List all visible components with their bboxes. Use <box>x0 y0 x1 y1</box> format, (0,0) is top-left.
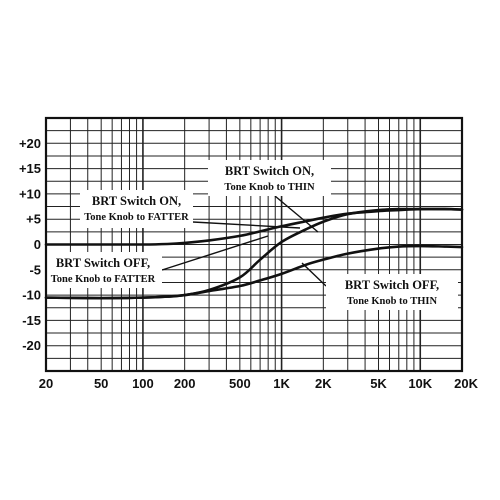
x-tick-label: 1K <box>273 376 290 391</box>
annotation-leader-2 <box>274 195 319 233</box>
x-tick-label: 100 <box>132 376 154 391</box>
plot-frame <box>44 116 464 373</box>
annotation-line1: BRT Switch ON, <box>225 164 314 178</box>
annotation-1: BRT Switch ON, Tone Knob to FATTER <box>80 190 193 228</box>
y-tick-label: -20 <box>22 338 41 353</box>
grid <box>45 117 463 372</box>
y-tick-label: +10 <box>19 186 41 201</box>
annotation-3: BRT Switch OFF, Tone Knob to FATTER <box>44 252 162 288</box>
annotation-line1: BRT Switch OFF, <box>345 278 439 292</box>
x-tick-label: 20 <box>39 376 53 391</box>
y-tick-label: +20 <box>19 136 41 151</box>
annotation-line2: Tone Knob to THIN <box>347 296 438 307</box>
y-tick-label: -5 <box>29 262 41 277</box>
annotation-line2: Tone Knob to THIN <box>224 182 315 193</box>
x-tick-label: 200 <box>174 376 196 391</box>
annotation-2: BRT Switch ON, Tone Knob to THIN <box>208 160 331 196</box>
annotation-leaders <box>161 195 327 287</box>
annotation-leader-1 <box>192 221 301 229</box>
annotation-leader-4 <box>301 262 327 287</box>
y-tick-label: -10 <box>22 288 41 303</box>
annotation-box <box>326 274 458 310</box>
x-tick-label: 500 <box>229 376 251 391</box>
annotation-box <box>80 190 193 228</box>
y-tick-labels: +20 +15 +10 +5 0 -5 -10 -15 -20 <box>19 136 41 353</box>
annotation-box <box>208 160 331 196</box>
x-tick-label: 20K <box>454 376 478 391</box>
annotation-4: BRT Switch OFF, Tone Knob to THIN <box>326 274 458 310</box>
annotation-line1: BRT Switch OFF, <box>56 256 150 270</box>
y-tick-label: -15 <box>22 313 41 328</box>
x-tick-label: 5K <box>370 376 387 391</box>
x-tick-labels: 20 50 100 200 500 1K 2K 5K 10K 20K <box>39 376 479 391</box>
response-curve-3 <box>44 244 464 300</box>
y-tick-label: +5 <box>26 212 41 227</box>
x-tick-label: 50 <box>94 376 108 391</box>
y-tick-label: +15 <box>19 161 41 176</box>
annotation-line1: BRT Switch ON, <box>92 194 181 208</box>
annotation-box <box>44 252 162 288</box>
annotation-line2: Tone Knob to FATTER <box>51 274 156 285</box>
y-tick-label: 0 <box>34 237 41 252</box>
x-tick-label: 2K <box>315 376 332 391</box>
annotation-leader-3 <box>161 235 269 271</box>
x-tick-label: 10K <box>408 376 432 391</box>
annotation-line2: Tone Knob to FATTER <box>84 212 189 223</box>
